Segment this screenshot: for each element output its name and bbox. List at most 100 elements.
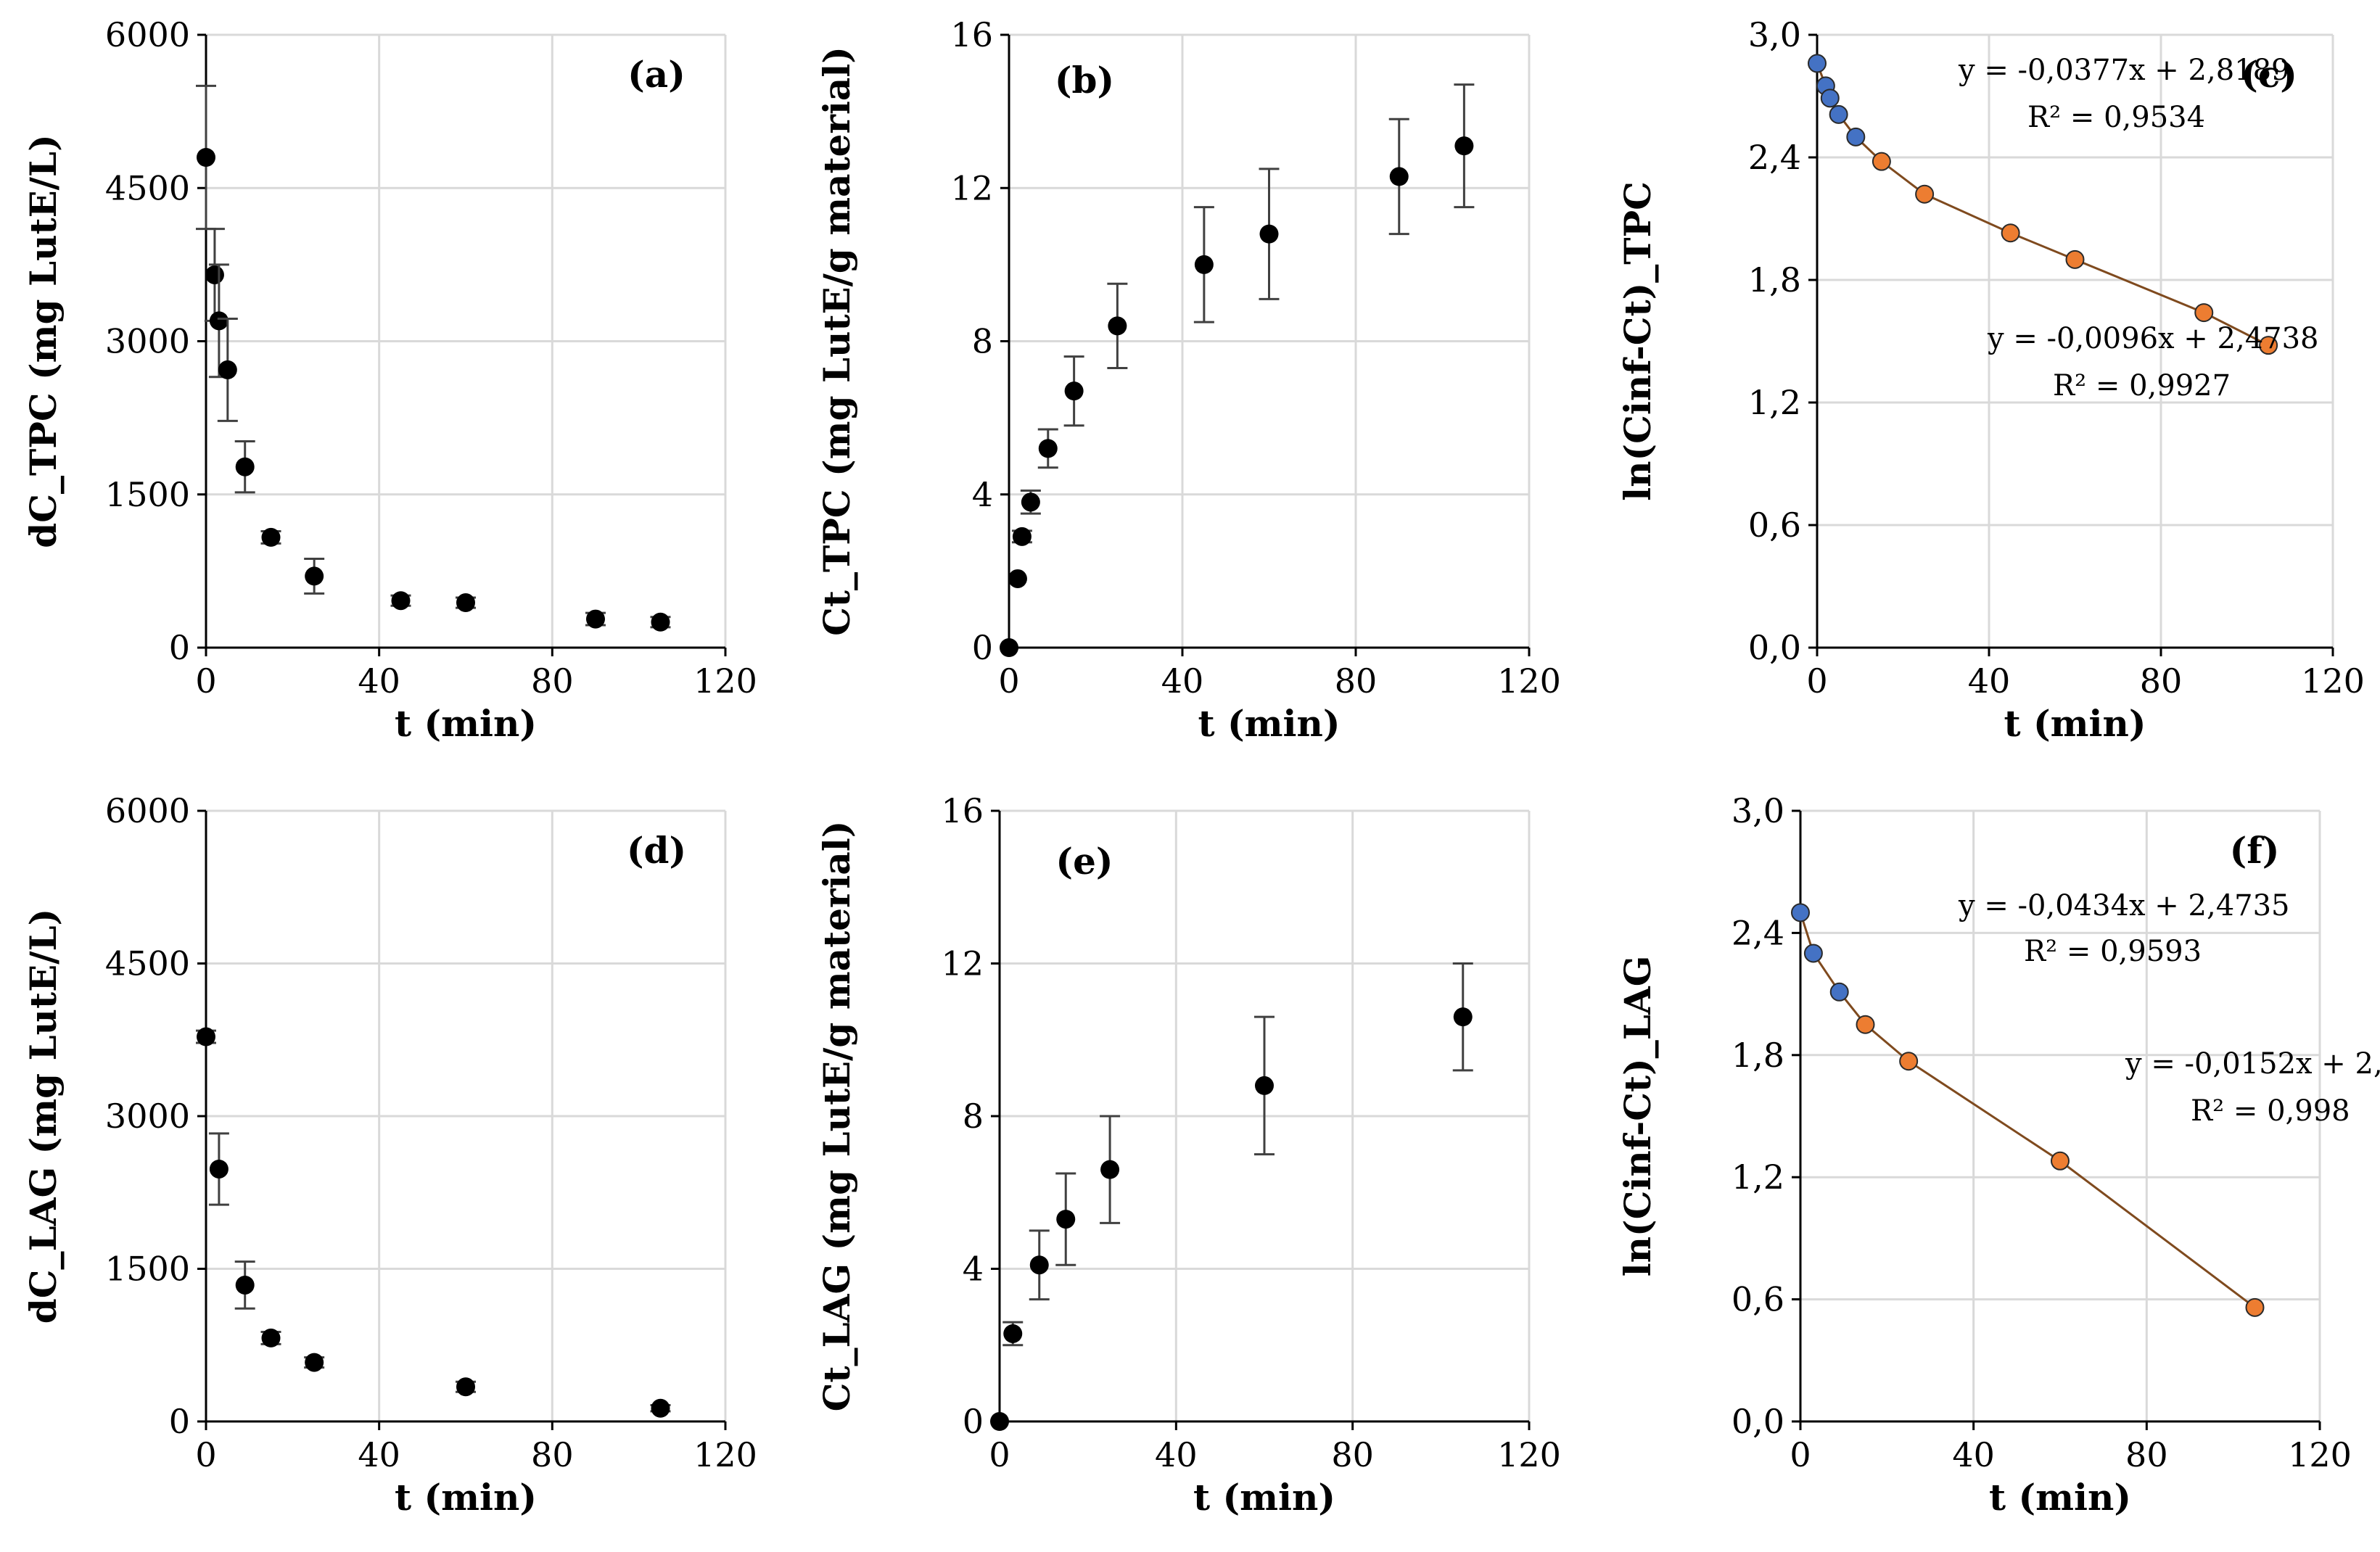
y-tick-label: 0 xyxy=(963,1402,984,1441)
regression-equation: y = -0,0152x + 2,1566 xyxy=(2125,1047,2380,1081)
y-tick-label: 1,2 xyxy=(1732,1157,1784,1197)
x-tick-label: 0 xyxy=(195,1435,216,1474)
regression-equation: y = -0,0096x + 2,4738 xyxy=(1987,322,2318,355)
y-axis-title: dC_LAG (mg LutE/L) xyxy=(22,909,65,1324)
data-point xyxy=(1056,1210,1076,1229)
data-point xyxy=(456,593,475,613)
data-point xyxy=(1791,903,1810,922)
x-tick-label: 40 xyxy=(1968,661,2011,701)
data-point xyxy=(456,1377,475,1397)
y-axis-title: dC_TPC (mg LutE/L) xyxy=(22,134,65,548)
y-tick-label: 8 xyxy=(963,1097,984,1136)
data-point xyxy=(205,265,224,284)
x-tick-label: 40 xyxy=(358,1435,400,1474)
data-point xyxy=(197,148,215,167)
data-point xyxy=(391,591,411,611)
x-tick-label: 80 xyxy=(2140,661,2183,701)
chart-panel-d: 0 40 80 120 0 1500 3000 4500 6000 t (min) dC_LAG (… xyxy=(22,791,757,1519)
data-point xyxy=(197,1027,215,1047)
r-squared-label: R² = 0,998 xyxy=(2191,1094,2350,1128)
data-point xyxy=(2001,223,2020,243)
y-tick-label: 3000 xyxy=(105,322,190,361)
chart-panel-f: 0 40 80 120 0,0 0,6 1,2 1,8 2,4 3,0 t (min) ln(Cinf… xyxy=(1616,791,2380,1519)
y-tick-label: 16 xyxy=(950,15,993,54)
y-axis-title: Ct_TPC (mg LutE/g material) xyxy=(815,46,858,636)
y-tick-label: 12 xyxy=(950,168,993,207)
data-point xyxy=(261,527,281,547)
data-point xyxy=(1255,1076,1274,1095)
y-axis-title: ln(Cinf-Ct)_LAG xyxy=(1616,956,1659,1277)
x-tick-label: 80 xyxy=(1331,1435,1374,1474)
y-tick-label: 12 xyxy=(941,944,984,983)
panel-label: (e) xyxy=(1055,840,1113,883)
x-tick-label: 120 xyxy=(2288,1435,2352,1474)
x-axis-title: t (min) xyxy=(395,702,537,745)
data-point xyxy=(1003,1324,1023,1343)
y-tick-label: 4500 xyxy=(105,944,190,983)
data-point xyxy=(1846,127,1866,146)
data-point xyxy=(586,609,605,629)
r-squared-label: R² = 0,9534 xyxy=(2027,101,2205,134)
y-tick-label: 3,0 xyxy=(1732,791,1784,830)
data-point xyxy=(1915,184,1935,204)
r-squared-label: R² = 0,9927 xyxy=(2053,369,2231,403)
data-point xyxy=(1012,527,1032,546)
y-tick-label: 2,4 xyxy=(1732,913,1784,952)
x-axis-title: t (min) xyxy=(395,1476,537,1519)
regression-equation: y = -0,0377x + 2,8189 xyxy=(1958,54,2289,87)
x-tick-label: 0 xyxy=(1790,1435,1811,1474)
data-point xyxy=(235,457,255,476)
y-tick-label: 1,2 xyxy=(1748,383,1801,422)
regression-equation: y = -0,0434x + 2,4735 xyxy=(1958,889,2289,922)
data-point xyxy=(2259,336,2278,355)
y-axis-title: ln(Cinf-Ct)_TPC xyxy=(1616,181,1659,501)
data-point xyxy=(1856,1015,1875,1034)
x-tick-label: 40 xyxy=(1161,661,1204,701)
fit-line xyxy=(1799,912,2256,1309)
data-point xyxy=(1808,54,1827,73)
x-axis-title: t (min) xyxy=(1989,1476,2131,1519)
data-point xyxy=(1820,88,1840,108)
x-tick-label: 0 xyxy=(195,661,216,701)
x-axis-title: t (min) xyxy=(1193,1476,1335,1519)
chart-panel-e: 0 40 80 120 0 4 8 12 16 t (min) Ct_LAG (mg LutE/g … xyxy=(815,791,1561,1519)
data-point xyxy=(305,566,324,586)
data-point xyxy=(1453,1007,1473,1027)
data-point xyxy=(1038,439,1058,458)
y-tick-label: 0 xyxy=(169,628,190,667)
data-point xyxy=(1064,381,1084,401)
x-tick-label: 120 xyxy=(2301,661,2365,701)
y-tick-label: 0,0 xyxy=(1732,1402,1784,1441)
y-tick-label: 1,8 xyxy=(1748,260,1801,300)
data-point xyxy=(1803,944,1823,963)
y-tick-label: 16 xyxy=(941,791,984,830)
data-point xyxy=(235,1275,255,1295)
y-tick-label: 1500 xyxy=(105,1250,190,1289)
data-point xyxy=(1021,492,1040,512)
data-point xyxy=(651,612,670,632)
data-point xyxy=(990,1412,1009,1431)
x-tick-label: 80 xyxy=(531,1435,574,1474)
x-tick-label: 40 xyxy=(1155,1435,1198,1474)
y-tick-label: 8 xyxy=(972,322,993,361)
y-tick-label: 1500 xyxy=(105,475,190,514)
data-point xyxy=(209,311,228,331)
data-point xyxy=(305,1353,324,1372)
y-tick-label: 0,6 xyxy=(1748,505,1801,545)
data-point xyxy=(1029,1255,1049,1275)
data-point xyxy=(651,1398,670,1418)
x-axis-title: t (min) xyxy=(1198,702,1340,745)
y-tick-label: 3,0 xyxy=(1748,15,1801,54)
data-point xyxy=(1454,136,1474,156)
data-point xyxy=(1829,104,1848,124)
y-tick-label: 4 xyxy=(963,1250,984,1289)
x-tick-label: 0 xyxy=(998,661,1019,701)
data-point xyxy=(1899,1052,1919,1071)
x-tick-label: 80 xyxy=(1335,661,1378,701)
data-point xyxy=(1100,1160,1120,1179)
panel-label: (f) xyxy=(2230,829,2280,872)
data-point xyxy=(1108,316,1127,336)
x-tick-label: 120 xyxy=(693,661,757,701)
y-tick-label: 1,8 xyxy=(1732,1036,1784,1075)
